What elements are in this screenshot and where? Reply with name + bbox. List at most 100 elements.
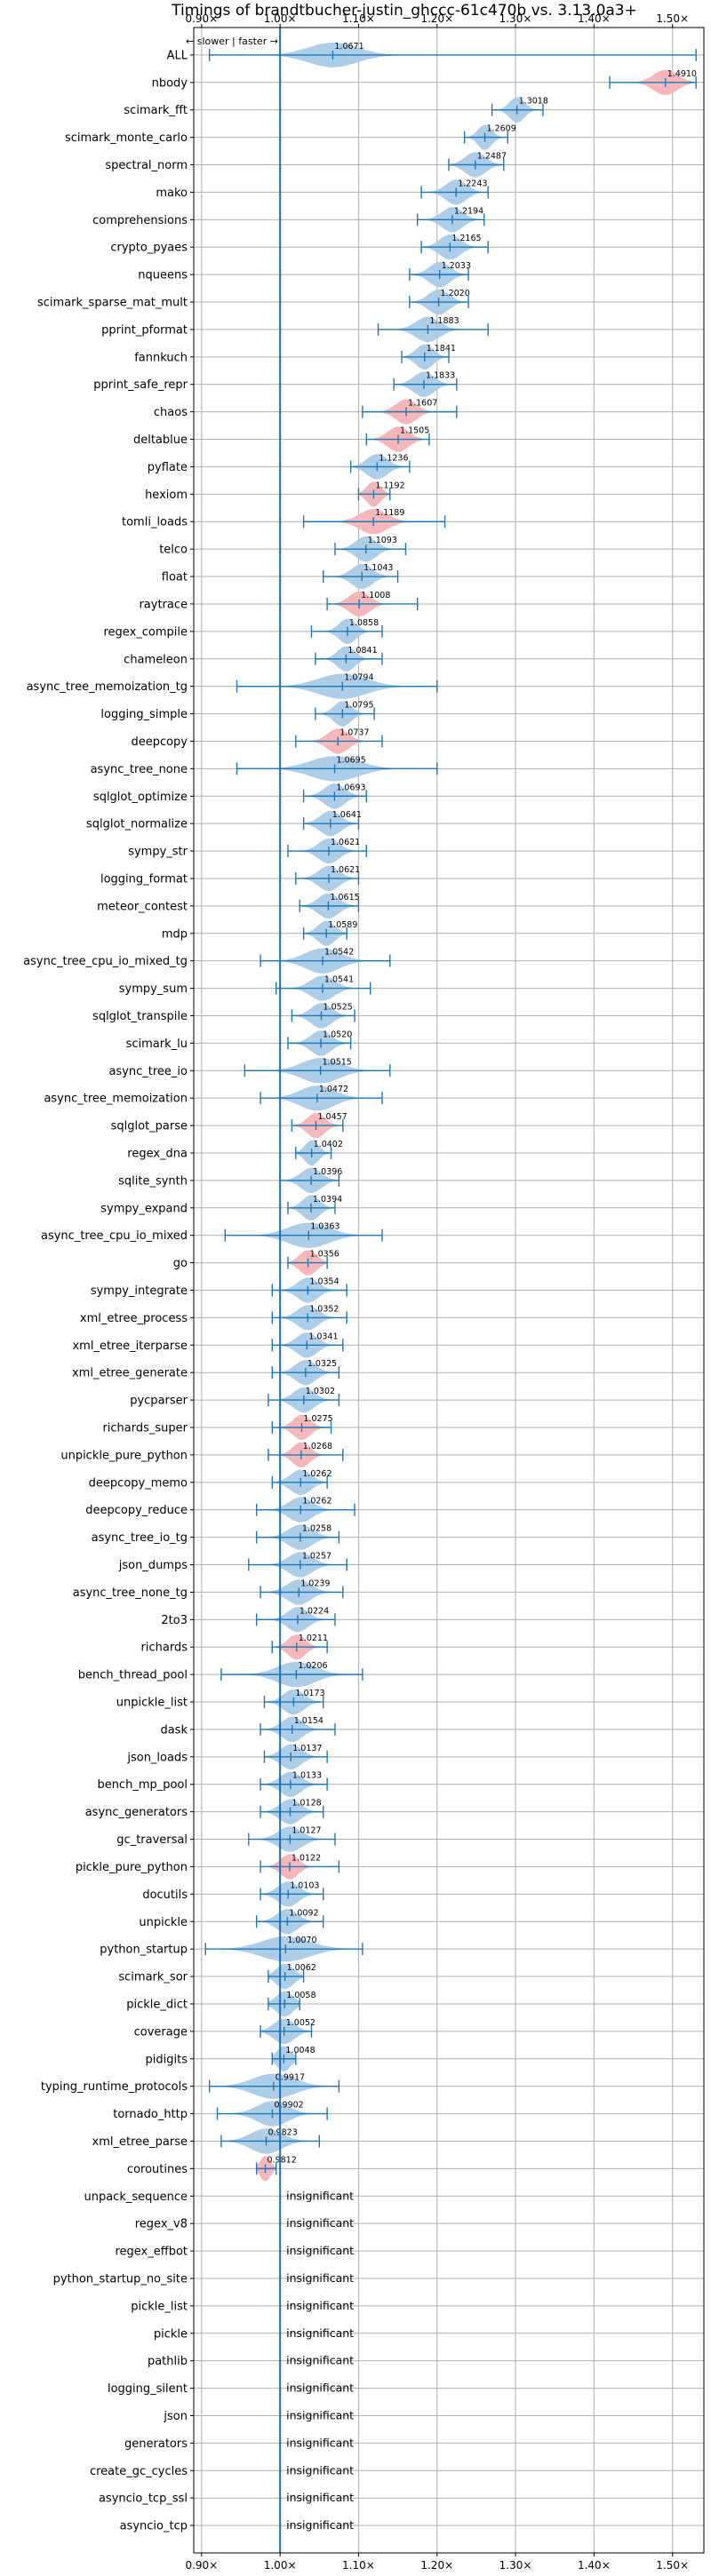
value-label: 1.0457 — [317, 1112, 347, 1122]
benchmark-violin-group: 0.9917 — [208, 2073, 340, 2099]
insignificant-label: insignificant — [286, 2244, 354, 2257]
chart-title: Timings of brandtbucher-justin_ghccc-61c… — [171, 2, 637, 20]
x-tick-label-top: 1.50× — [656, 12, 689, 25]
benchmark-violin-group: 1.0128 — [260, 1799, 324, 1825]
benchmark-label: json_loads — [126, 1751, 188, 1764]
benchmark-labels: ALL nbody scimark_fft scimark_monte_carlosp… — [23, 49, 194, 2533]
benchmark-violin-group: 1.0615 — [299, 893, 360, 919]
x-tick-label-bottom: 1.30× — [499, 2559, 532, 2572]
value-label: 1.1505 — [400, 426, 429, 436]
x-tick-label-top: 0.90× — [185, 12, 218, 25]
benchmark-marks: 1.0671 1.4910 1.3018 1.2609 1.2487 1.2243 1.21… — [204, 28, 697, 2553]
benchmark-violin-group: 1.0224 — [255, 1606, 336, 1633]
benchmark-label: logging_format — [100, 872, 188, 886]
benchmark-label: deepcopy_memo — [89, 1476, 188, 1490]
benchmark-violin-group: 1.0127 — [248, 1826, 336, 1852]
benchmark-violin-group: 1.0275 — [271, 1414, 333, 1441]
value-label: 1.0795 — [344, 701, 373, 711]
benchmark-violin-group: 1.0541 — [276, 975, 371, 1001]
benchmark-label: sqlglot_parse — [111, 1120, 188, 1133]
benchmark-label: richards_super — [102, 1422, 188, 1435]
benchmark-violin-group: 1.2165 — [420, 234, 489, 260]
benchmark-label: pickle_dict — [126, 1998, 188, 2011]
value-label: 1.0048 — [285, 2046, 315, 2055]
value-label: 0.9812 — [268, 2155, 297, 2165]
benchmark-label: pathlib — [148, 2355, 188, 2368]
benchmark-label: sympy_integrate — [91, 1284, 188, 1298]
value-label: 1.0402 — [314, 1140, 343, 1149]
benchmark-violin-group: 1.0092 — [255, 1908, 324, 1935]
benchmark-label: sympy_expand — [100, 1202, 188, 1215]
benchmark-label: bench_mp_pool — [97, 1778, 188, 1792]
benchmark-label: python_startup — [100, 1944, 188, 1957]
value-label: 1.0641 — [332, 810, 362, 820]
value-label: 1.2020 — [441, 289, 470, 298]
value-label: 1.0258 — [302, 1524, 332, 1534]
benchmark-violin-group: 1.0394 — [287, 1195, 342, 1220]
value-label: 1.2487 — [477, 152, 507, 162]
value-label: 1.2165 — [451, 234, 481, 243]
benchmark-label: logging_silent — [108, 2382, 188, 2396]
benchmark-label: async_tree_io — [108, 1065, 188, 1078]
benchmark-label: sqlglot_transpile — [92, 1010, 188, 1023]
benchmark-label: telco — [159, 544, 188, 557]
value-label: 1.0541 — [324, 975, 354, 985]
value-label: 1.0621 — [331, 865, 360, 875]
value-label: 1.2033 — [442, 261, 471, 271]
benchmark-violin-group: 1.0457 — [291, 1112, 348, 1139]
benchmark-violin-group: 1.0325 — [271, 1359, 340, 1386]
value-label: 1.0275 — [303, 1414, 332, 1424]
value-label: 1.4910 — [667, 69, 697, 79]
insignificant-label: insignificant — [286, 2518, 354, 2532]
value-label: 1.0103 — [290, 1880, 319, 1890]
benchmark-violin-group: 1.2243 — [420, 179, 489, 205]
benchmark-label: python_startup_no_site — [53, 2272, 188, 2286]
x-ticks-bottom: 0.90× 1.00× 1.10× 1.20× 1.30× 1.40× 1.50× — [185, 2553, 689, 2572]
benchmark-label: unpack_sequence — [84, 2190, 188, 2204]
value-label: 1.0257 — [302, 1552, 332, 1562]
value-label: 1.1236 — [379, 453, 408, 463]
value-label: 1.0211 — [299, 1634, 328, 1643]
benchmark-label: xml_etree_parse — [92, 2135, 188, 2149]
value-label: 1.0239 — [300, 1578, 330, 1588]
x-tick-label-top: 1.20× — [420, 12, 453, 25]
insignificant-label: insignificant — [286, 2408, 354, 2421]
benchmark-violin-group: 1.0070 — [204, 1936, 363, 1962]
value-label: 1.0224 — [300, 1606, 329, 1616]
benchmark-label: pprint_safe_repr — [93, 378, 188, 392]
benchmark-violin-group: 1.0671 — [208, 42, 697, 68]
x-ticks-top: 0.90× 1.00× 1.10× 1.20× 1.30× 1.40× 1.50× — [185, 12, 689, 28]
benchmark-violin-group: 1.0206 — [220, 1661, 363, 1688]
value-label: 1.0127 — [292, 1826, 321, 1836]
benchmark-violin-group: 1.0052 — [260, 2018, 316, 2045]
benchmark-violin-group: 1.0621 — [287, 838, 367, 864]
benchmark-label: sympy_sum — [119, 982, 188, 996]
benchmark-violin-group: 1.0239 — [260, 1578, 344, 1605]
insignificant-label: insignificant — [286, 2354, 354, 2367]
benchmark-label: async_generators — [85, 1806, 188, 1819]
benchmark-label: deltablue — [133, 433, 188, 447]
benchmark-label: ALL — [167, 49, 188, 62]
value-label: 1.0352 — [309, 1304, 339, 1314]
benchmark-label: richards — [141, 1642, 188, 1655]
value-label: 1.1607 — [408, 399, 437, 409]
x-tick-label-top: 1.00× — [264, 12, 297, 25]
benchmark-label: async_tree_none — [91, 763, 188, 776]
benchmark-violin-group: 1.1093 — [334, 536, 407, 562]
value-label: 1.1841 — [427, 344, 456, 354]
value-label: 1.0363 — [310, 1222, 340, 1232]
benchmark-violin-group: 1.0262 — [255, 1497, 356, 1523]
value-label: 1.0515 — [323, 1057, 352, 1067]
benchmark-label: coverage — [134, 2025, 188, 2039]
benchmark-label: regex_compile — [103, 625, 188, 639]
plot-frame — [193, 27, 705, 2554]
value-label: 1.1093 — [368, 536, 397, 545]
value-label: 1.0262 — [302, 1497, 332, 1507]
value-label: 1.0133 — [292, 1771, 322, 1781]
value-label: 1.0062 — [287, 1963, 316, 1973]
benchmark-label: sqlglot_normalize — [86, 818, 188, 831]
x-tick-label-bottom: 1.00× — [264, 2559, 297, 2572]
benchmark-violin-group: 1.0258 — [255, 1524, 340, 1550]
benchmark-label: chaos — [154, 406, 188, 419]
benchmark-violin-group: 1.1189 — [302, 508, 446, 535]
